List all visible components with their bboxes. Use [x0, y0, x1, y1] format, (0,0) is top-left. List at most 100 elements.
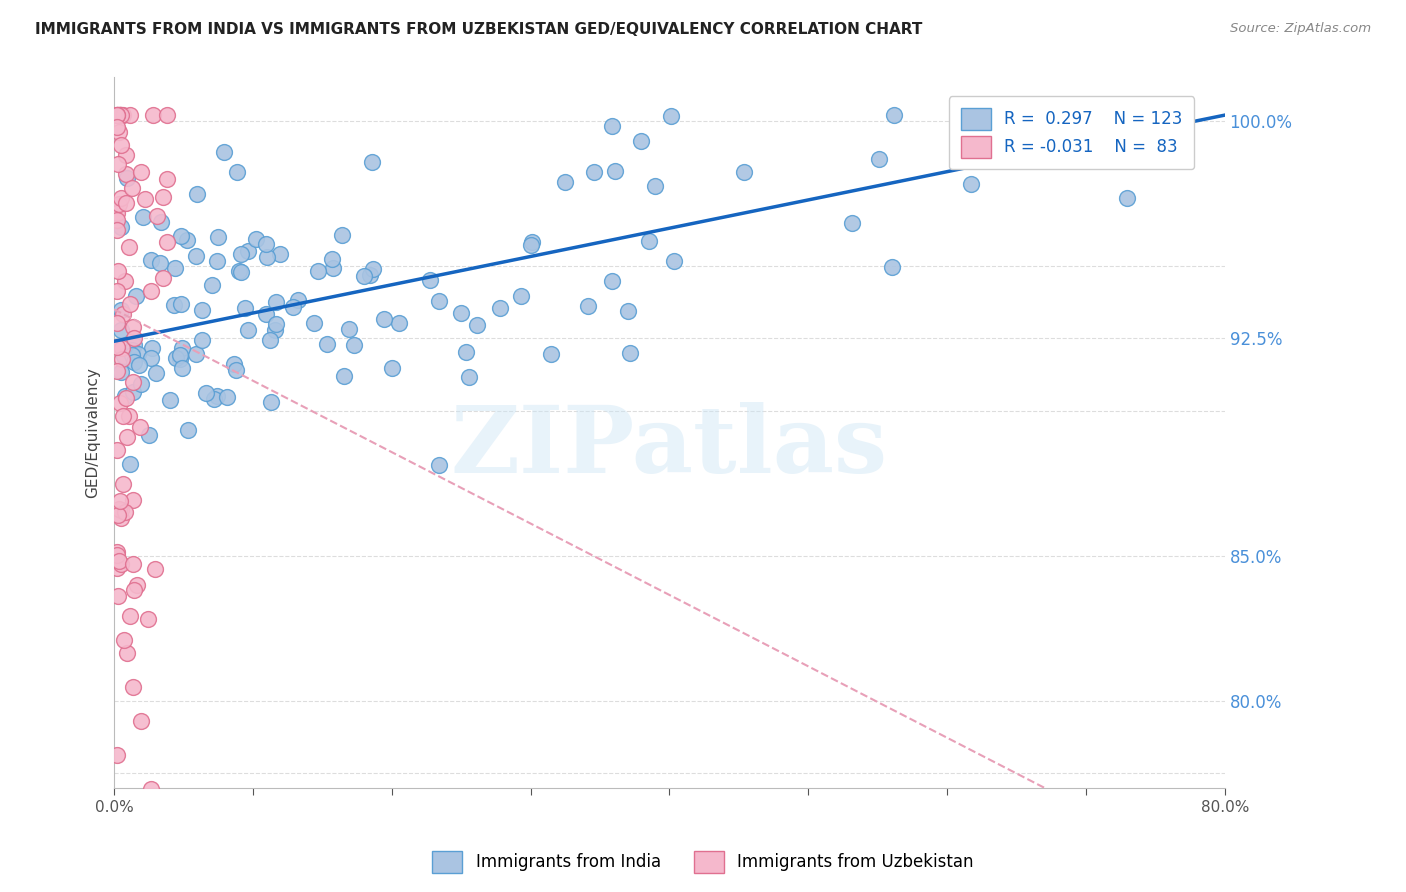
- Point: [122, 319, 145, 334]
- Point: [254, 307, 277, 321]
- Point: [662, 253, 685, 268]
- Point: [1101, 108, 1123, 122]
- Point: [115, 391, 138, 405]
- Point: [302, 316, 325, 330]
- Point: [661, 109, 683, 123]
- Point: [576, 299, 599, 313]
- Point: [427, 458, 450, 473]
- Point: [122, 493, 145, 508]
- Point: [238, 244, 260, 258]
- Point: [373, 312, 395, 326]
- Point: [145, 366, 167, 380]
- Point: [141, 781, 163, 796]
- Point: [118, 297, 141, 311]
- Point: [600, 120, 623, 134]
- Point: [510, 289, 533, 303]
- Y-axis label: GED/Equivalency: GED/Equivalency: [86, 368, 100, 498]
- Point: [322, 260, 344, 275]
- Point: [118, 457, 141, 471]
- Point: [554, 175, 576, 189]
- Point: [110, 302, 132, 317]
- Point: [108, 108, 131, 122]
- Point: [994, 108, 1017, 122]
- Point: [112, 349, 135, 363]
- Point: [457, 369, 479, 384]
- Point: [205, 254, 228, 268]
- Point: [381, 360, 404, 375]
- Point: [269, 247, 291, 261]
- Point: [205, 389, 228, 403]
- Point: [105, 213, 128, 227]
- Point: [450, 306, 472, 320]
- Point: [321, 252, 343, 266]
- Point: [149, 256, 172, 270]
- Point: [145, 209, 167, 223]
- Point: [122, 331, 145, 345]
- Point: [121, 349, 143, 363]
- Point: [107, 157, 129, 171]
- Point: [112, 476, 135, 491]
- Point: [105, 316, 128, 330]
- Point: [105, 223, 128, 237]
- Point: [259, 333, 281, 347]
- Point: [105, 108, 128, 122]
- Point: [169, 348, 191, 362]
- Point: [122, 680, 145, 694]
- Point: [107, 508, 129, 522]
- Point: [108, 494, 131, 508]
- Point: [110, 365, 132, 379]
- Point: [170, 341, 193, 355]
- Point: [129, 420, 152, 434]
- Point: [202, 392, 225, 406]
- Point: [121, 181, 143, 195]
- Point: [245, 232, 267, 246]
- Point: [520, 238, 543, 252]
- Point: [122, 375, 145, 389]
- Point: [169, 229, 191, 244]
- Point: [343, 338, 366, 352]
- Point: [201, 277, 224, 292]
- Point: [105, 442, 128, 457]
- Point: [224, 357, 246, 371]
- Point: [330, 228, 353, 243]
- Point: [122, 583, 145, 598]
- Point: [142, 108, 165, 122]
- Point: [841, 216, 863, 230]
- Point: [235, 301, 257, 315]
- Point: [110, 558, 132, 572]
- Point: [141, 252, 163, 267]
- Point: [139, 284, 162, 298]
- Point: [114, 505, 136, 519]
- Point: [254, 237, 277, 252]
- Point: [207, 230, 229, 244]
- Point: [105, 747, 128, 762]
- Point: [217, 390, 239, 404]
- Point: [281, 300, 304, 314]
- Point: [110, 108, 132, 122]
- Legend: Immigrants from India, Immigrants from Uzbekistan: Immigrants from India, Immigrants from U…: [426, 845, 980, 880]
- Point: [307, 263, 329, 277]
- Point: [225, 362, 247, 376]
- Point: [108, 395, 131, 409]
- Point: [121, 343, 143, 358]
- Point: [120, 108, 142, 122]
- Point: [114, 389, 136, 403]
- Point: [105, 561, 128, 575]
- Point: [115, 196, 138, 211]
- Point: [163, 298, 186, 312]
- Point: [260, 395, 283, 409]
- Point: [228, 263, 250, 277]
- Point: [191, 302, 214, 317]
- Point: [169, 351, 191, 366]
- Point: [110, 137, 132, 152]
- Point: [117, 170, 139, 185]
- Point: [122, 384, 145, 399]
- Point: [132, 210, 155, 224]
- Point: [122, 558, 145, 572]
- Point: [111, 307, 134, 321]
- Point: [124, 354, 146, 368]
- Point: [1135, 138, 1157, 153]
- Point: [108, 108, 131, 122]
- Point: [231, 247, 253, 261]
- Point: [105, 285, 128, 299]
